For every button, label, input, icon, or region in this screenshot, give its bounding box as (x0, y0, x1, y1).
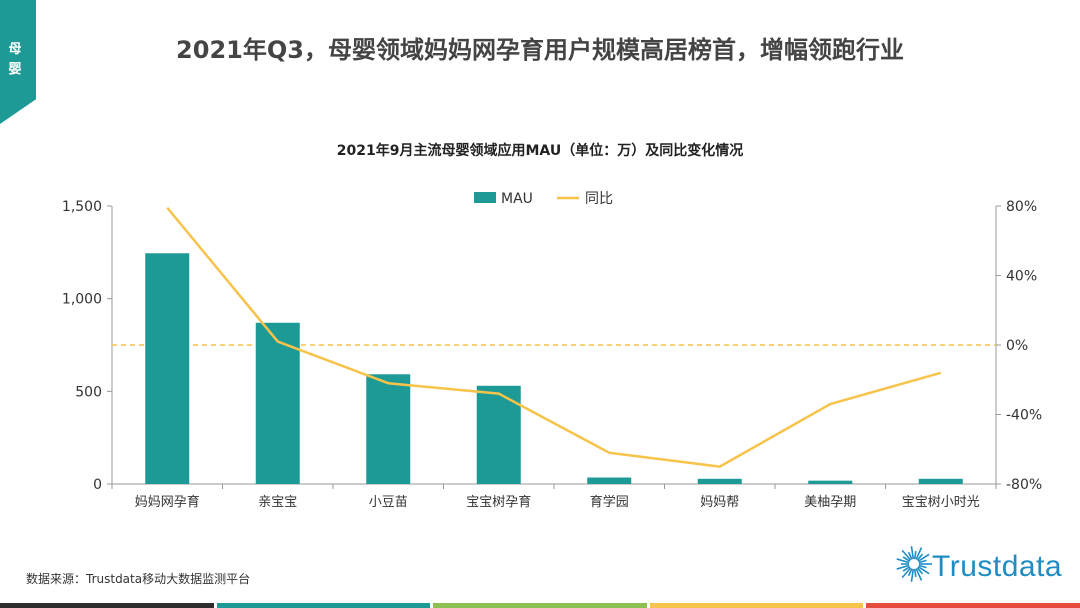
sunburst-ray (915, 547, 923, 560)
category-label: 亲宝宝 (258, 495, 297, 510)
sunburst-ray (910, 568, 915, 582)
bottom-bar-segment (649, 603, 864, 608)
sunburst-ray (913, 551, 917, 560)
bottom-bar-segment (433, 603, 647, 608)
sunburst-ray (902, 566, 911, 572)
sunburst-ray (901, 549, 912, 561)
legend-label-mau: MAU (501, 191, 533, 207)
bottom-color-bar (0, 603, 1080, 608)
left-tick-label: 1,500 (62, 199, 102, 215)
mau-bar (366, 374, 411, 484)
category-label: 妈妈帮 (700, 495, 739, 510)
yoy-line (166, 206, 942, 468)
category-label: 美柚孕期 (804, 495, 856, 510)
sunburst-ray (913, 568, 917, 577)
category-label: 妈妈网孕育 (135, 494, 200, 510)
right-tick-label: -80% (1006, 477, 1042, 493)
section-tab-label-2: 婴 (8, 62, 22, 77)
mau-bar (255, 322, 300, 484)
category-label: 小豆苗 (369, 495, 408, 510)
trustdata-logo: Trustdata (892, 538, 1072, 594)
mau-bar (808, 480, 853, 484)
sunburst-ray (918, 559, 927, 564)
legend-label-yoy: 同比 (585, 191, 613, 207)
sunburst-ray (916, 567, 924, 575)
sunburst-ray (915, 568, 923, 581)
right-tick-label: 0% (1006, 338, 1028, 354)
section-tab-label-1: 母 (8, 42, 22, 57)
legend-swatch-mau (474, 192, 496, 203)
sunburst-ray (907, 568, 913, 577)
left-tick-label: 0 (93, 477, 102, 493)
sunburst-ray (896, 558, 910, 564)
logo-text: Trustdata (932, 550, 1063, 583)
left-tick-label: 1,000 (62, 292, 102, 308)
mau-chart: 2021年9月主流母婴领域应用MAU（单位：万）及同比变化情况 0 500 1,000… (62, 142, 1042, 510)
page-title: 2021年Q3，母婴领域妈妈网孕育用户规模高居榜首，增幅领跑行业 (176, 36, 904, 64)
category-label: 宝宝树孕育 (466, 494, 531, 510)
mau-bar (145, 253, 190, 484)
sunburst-ray (910, 546, 915, 560)
sunburst-icon (896, 546, 932, 582)
sunburst-ray (916, 553, 924, 561)
section-tab: 母 婴 (0, 0, 36, 124)
mau-bar (697, 478, 742, 484)
sunburst-ray (918, 564, 927, 569)
chart-title: 2021年9月主流母婴领域应用MAU（单位：万）及同比变化情况 (337, 142, 743, 159)
right-tick-label: -40% (1006, 408, 1042, 424)
sunburst-ray (901, 567, 912, 579)
sunburst-ray (917, 553, 930, 562)
sunburst-ray (896, 564, 910, 570)
sunburst-ray (902, 556, 911, 562)
bottom-bar-segment (866, 603, 1080, 608)
left-tick-label: 500 (75, 384, 102, 400)
bottom-bar-segment (0, 603, 214, 608)
sunburst-ray (917, 566, 930, 575)
bottom-bar-segment (216, 603, 431, 608)
category-label: 育学园 (590, 494, 629, 510)
mau-bar (918, 478, 963, 484)
category-label: 宝宝树小时光 (902, 495, 980, 510)
mau-bar (587, 477, 632, 484)
right-tick-label: 80% (1006, 199, 1037, 215)
sunburst-ray (907, 551, 913, 560)
right-tick-label: 40% (1006, 269, 1037, 285)
data-source: 数据来源：Trustdata移动大数据监测平台 (26, 572, 251, 586)
